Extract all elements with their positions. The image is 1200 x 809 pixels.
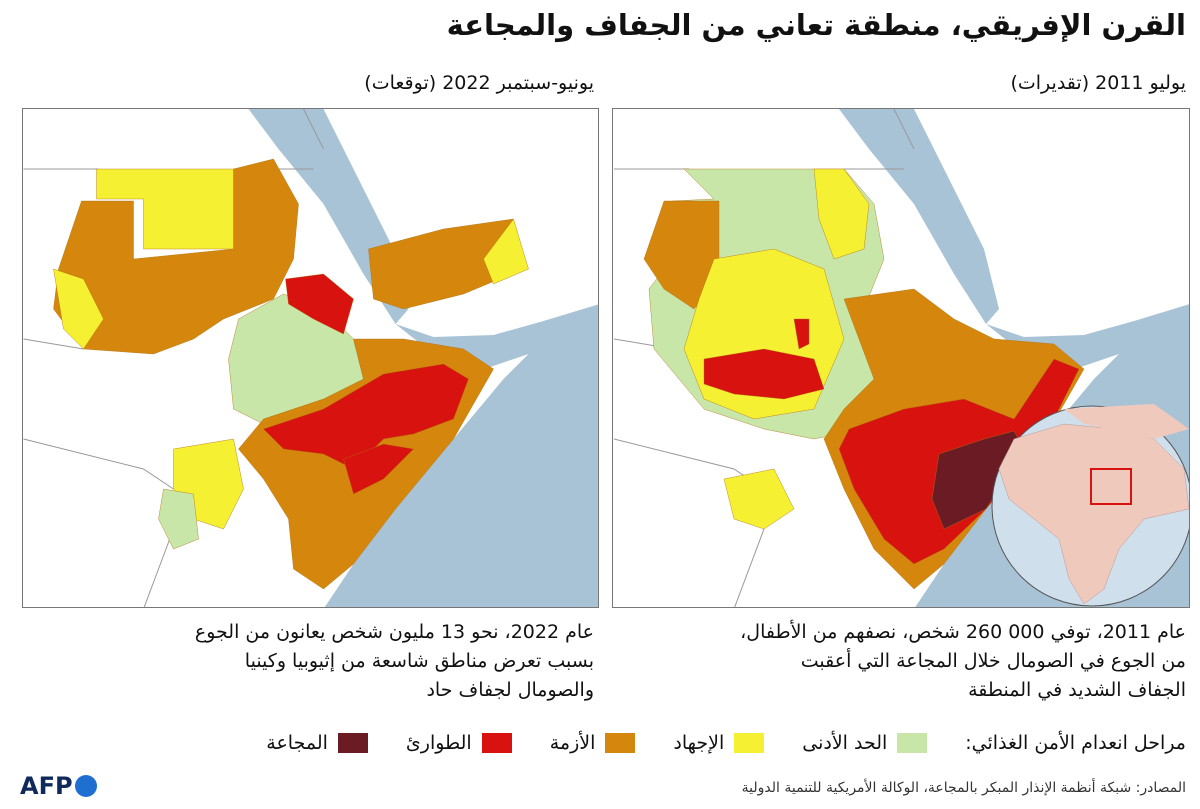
map-label: يوليو 2011 (تقديرات) <box>1010 72 1186 94</box>
logo-dot <box>74 775 97 797</box>
caption-line: من الجوع في الصومال خلال المجاعة التي أع… <box>800 650 1186 672</box>
caption-2011: عام 2011، توفي 000 260 شخص، نصفهم من الأ… <box>740 618 1186 705</box>
red-sea <box>839 109 999 324</box>
sources: المصادر: شبكة أنظمة الإنذار المبكر بالمج… <box>741 780 1186 796</box>
title: القرن الإفريقي، منطقة تعاني من الجفاف وا… <box>446 8 1186 42</box>
caption-line: بسبب تعرض مناطق شاسعة من إثيوبيا وكينيا <box>244 650 594 672</box>
region <box>158 488 199 550</box>
legend-title: مراحل انعدام الأمن الغذائي: <box>965 732 1186 754</box>
legend-label: الحد الأدنى <box>802 732 888 754</box>
legend: مراحل انعدام الأمن الغذائي: الحد الأدنى ا… <box>266 732 1186 754</box>
region <box>643 200 720 310</box>
caption-2022: عام 2022، نحو 13 مليون شخص يعانون من الج… <box>195 618 594 705</box>
caption-line: عام 2011، توفي 000 260 شخص، نصفهم من الأ… <box>740 621 1186 643</box>
legend-swatch <box>481 733 512 753</box>
inset-frame <box>1090 468 1132 505</box>
logo: AFP <box>20 772 97 800</box>
region <box>263 363 469 470</box>
region <box>483 218 529 285</box>
globe-inset <box>991 404 1189 607</box>
borders <box>613 109 915 607</box>
region <box>813 168 870 260</box>
region <box>285 273 354 335</box>
legend-swatch <box>605 733 636 753</box>
logo-text: AFP <box>20 772 73 800</box>
legend-item: الأزمة <box>550 732 636 754</box>
caption-line: والصومال لجفاف حاد <box>426 679 594 701</box>
caption-line: عام 2022، نحو 13 مليون شخص يعانون من الج… <box>194 621 594 643</box>
legend-swatch <box>734 733 765 753</box>
region <box>703 348 825 400</box>
legend-item: الإجهاد <box>673 732 765 754</box>
region <box>53 268 104 350</box>
map-2011 <box>612 108 1190 608</box>
region <box>343 443 414 495</box>
legend-label: الطوارئ <box>405 732 472 754</box>
legend-item: الطوارئ <box>406 732 512 754</box>
map-svg <box>23 109 598 607</box>
eurasia <box>1064 404 1189 439</box>
legend-label: الأزمة <box>549 732 596 754</box>
legend-item: الحد الأدنى <box>802 732 928 754</box>
legend-swatch <box>897 733 928 753</box>
map-2022 <box>22 108 599 608</box>
caption-line: الجفاف الشديد في المنطقة <box>968 679 1186 701</box>
ocean <box>324 304 598 607</box>
legend-label: الإجهاد <box>673 732 725 754</box>
map-label: يونيو-سبتمبر 2022 (توقعات) <box>364 72 594 94</box>
legend-swatch <box>337 733 368 753</box>
red-sea <box>248 109 409 324</box>
region <box>723 468 795 530</box>
region <box>793 318 810 350</box>
map-svg <box>613 109 1189 607</box>
legend-label: المجاعة <box>266 732 328 754</box>
borders <box>23 109 324 607</box>
gulf <box>353 109 598 284</box>
legend-item: المجاعة <box>266 732 368 754</box>
